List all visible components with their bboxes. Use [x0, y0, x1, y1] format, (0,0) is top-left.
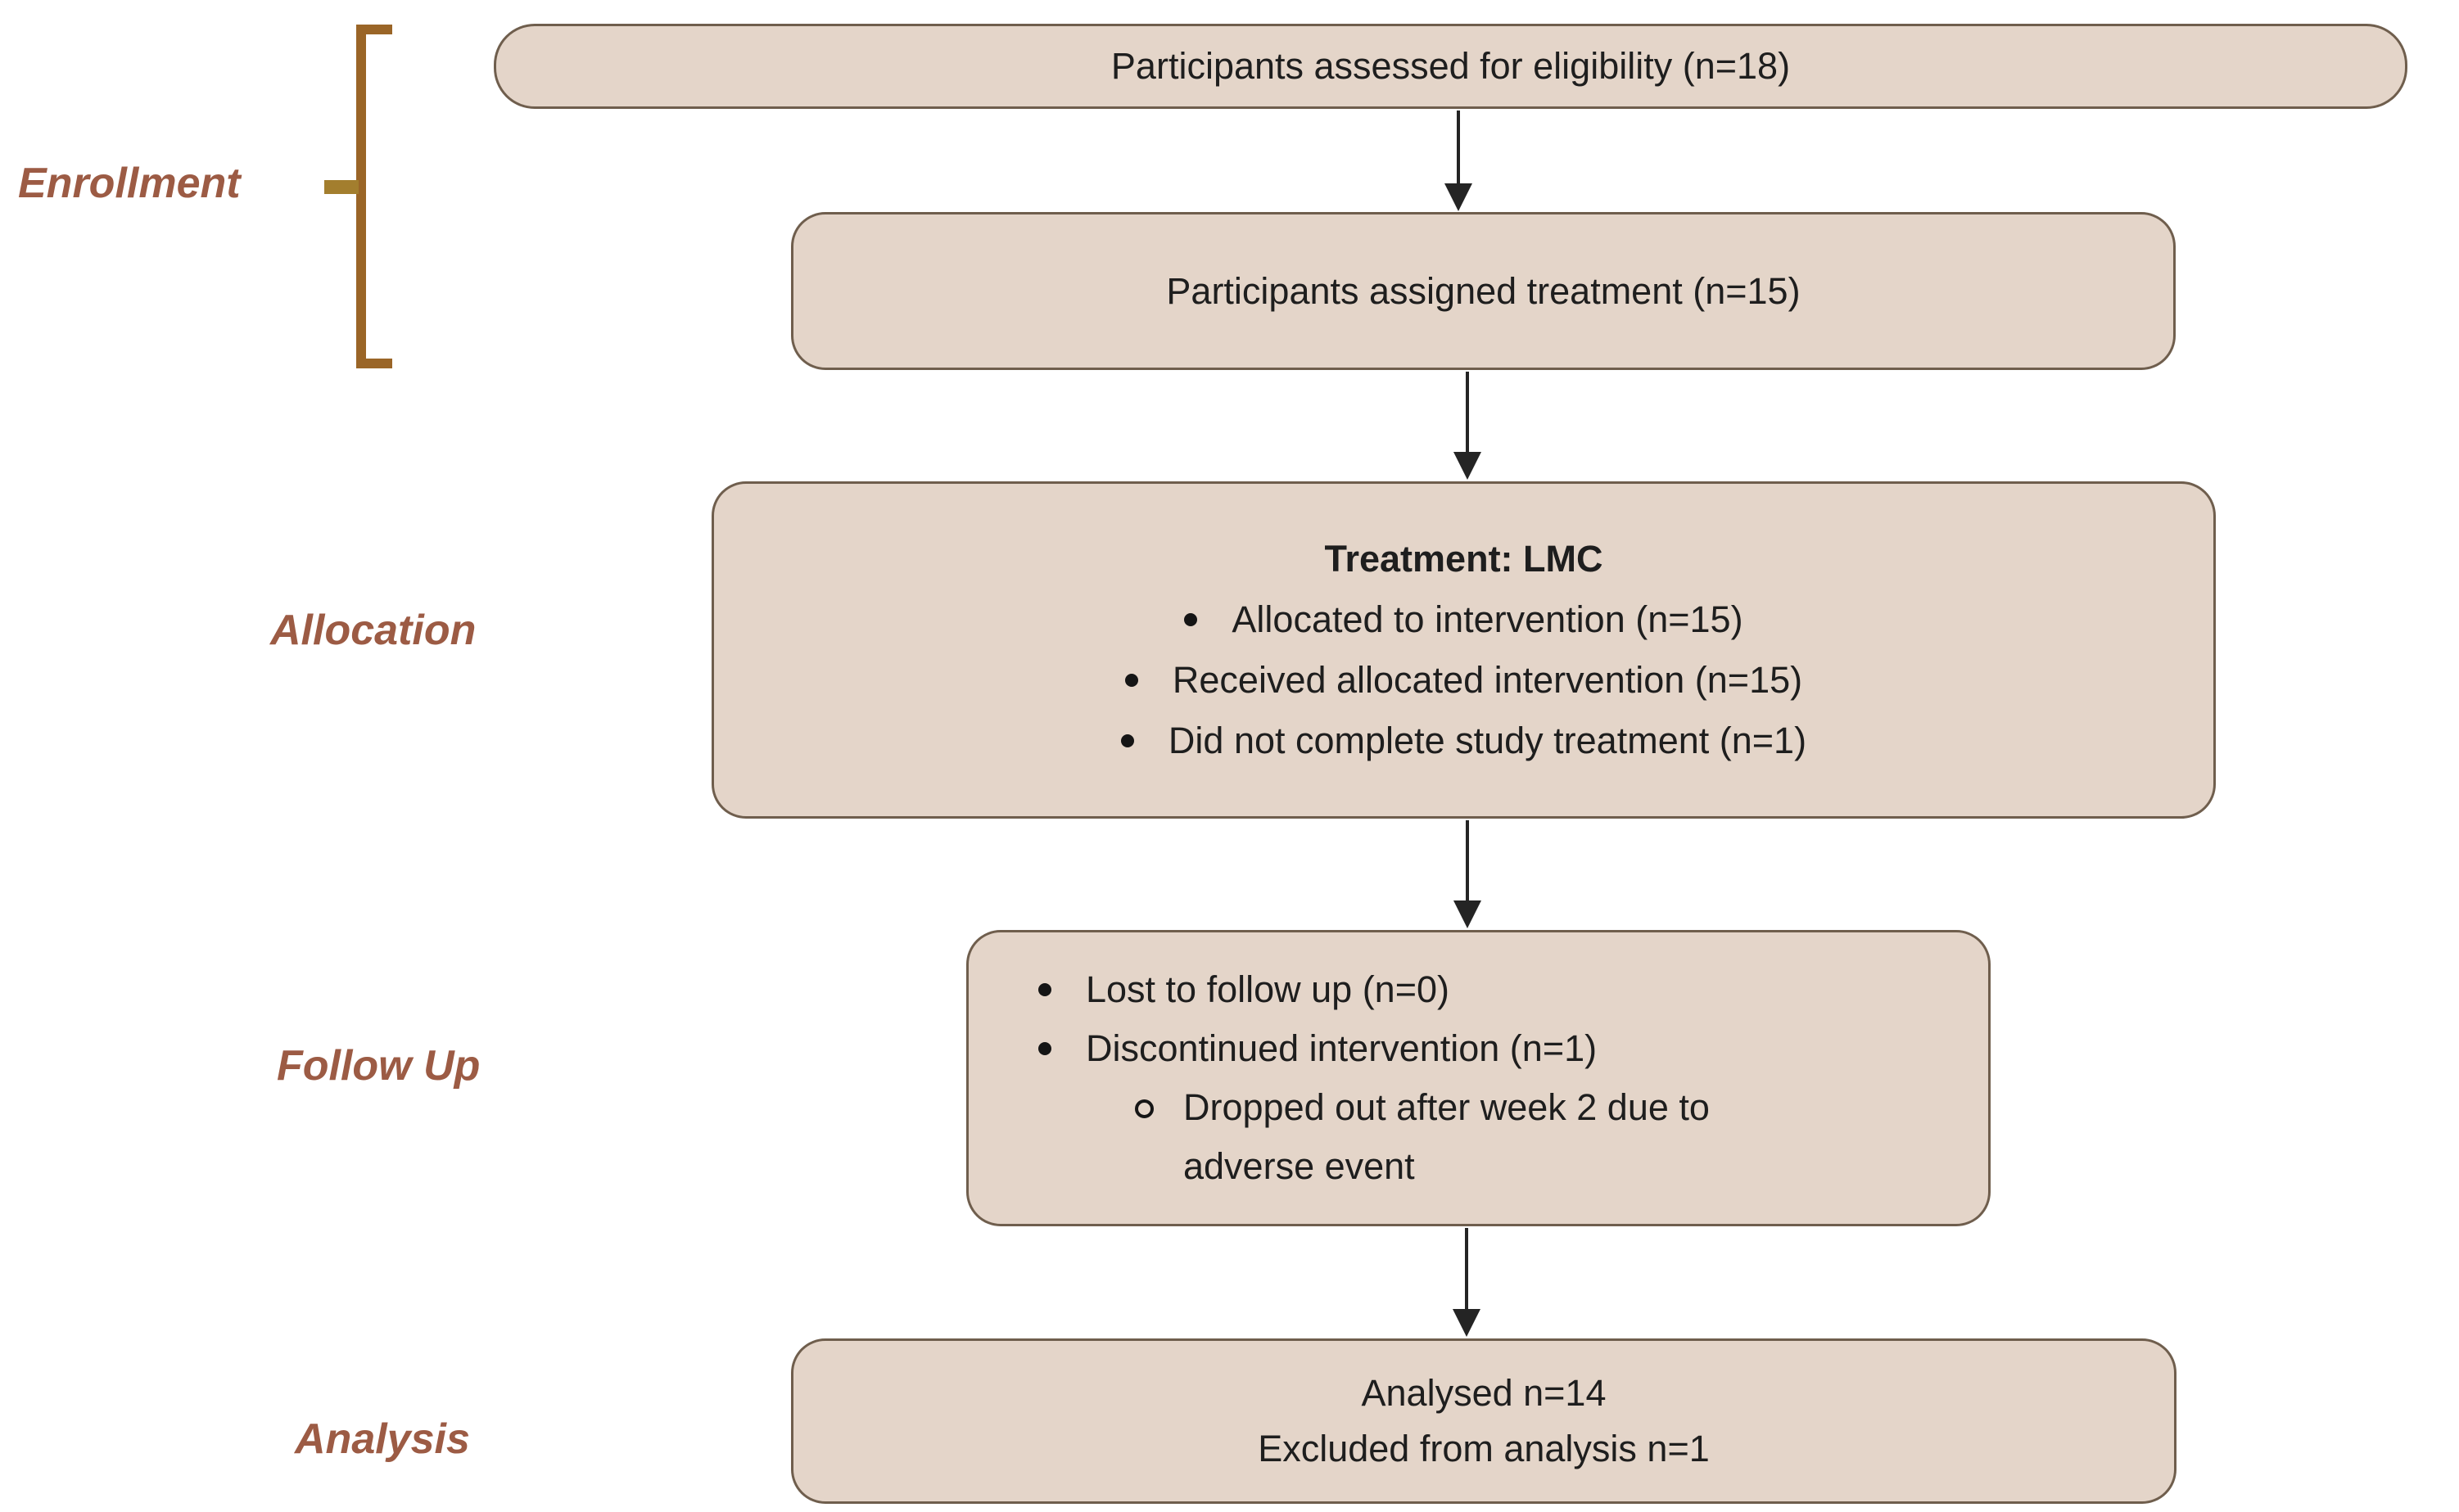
bullet-disc-icon: [1124, 674, 1138, 687]
enrollment-bracket-line: [356, 25, 366, 368]
stage-label-analysis: Analysis: [295, 1415, 470, 1463]
box-eligibility-text: Participants assessed for eligibility (n…: [1110, 45, 1791, 87]
list-item: Did not complete study treatment (n=1): [1120, 711, 1807, 771]
arrow-head-icon: [1453, 900, 1481, 928]
arrow-line: [1466, 820, 1469, 900]
analysis-line-1: Analysed n=14: [1361, 1372, 1607, 1414]
arrow-line: [1465, 1228, 1468, 1309]
list-item-text: Discontinued intervention (n=1): [1086, 1027, 1598, 1069]
enrollment-bracket-tick: [324, 180, 359, 194]
bullet-disc-icon: [1184, 613, 1198, 626]
list-sub-item-text: Dropped out after week 2 due to adverse …: [1183, 1086, 1710, 1187]
list-item: Received allocated intervention (n=15): [1124, 650, 1803, 711]
box-assigned-treatment: Participants assigned treatment (n=15): [791, 212, 2176, 370]
list-item-text: Allocated to intervention (n=15): [1232, 598, 1743, 640]
box-treatment-lmc: Treatment: LMC Allocated to intervention…: [712, 481, 2216, 819]
list-item-text: Did not complete study treatment (n=1): [1168, 720, 1807, 761]
arrow-head-icon: [1453, 452, 1481, 480]
box-assessed-for-eligibility: Participants assessed for eligibility (n…: [494, 24, 2407, 109]
arrow-head-icon: [1453, 1309, 1480, 1337]
arrow-line: [1457, 111, 1460, 183]
analysis-line-2: Excluded from analysis n=1: [1258, 1428, 1710, 1469]
list-item: Allocated to intervention (n=15): [1184, 589, 1743, 650]
bullet-disc-icon: [1038, 1042, 1051, 1055]
stage-label-enrollment: Enrollment: [18, 160, 241, 207]
flow-arrow-2: [1453, 372, 1481, 480]
arrow-head-icon: [1444, 183, 1472, 211]
list-item-text: Received allocated intervention (n=15): [1172, 659, 1803, 701]
list-item-text: Lost to follow up (n=0): [1086, 968, 1450, 1010]
bullet-circle-icon: [1135, 1099, 1154, 1118]
stage-label-allocation: Allocation: [270, 607, 477, 654]
flow-arrow-3: [1453, 820, 1481, 928]
box-follow-up: Lost to follow up (n=0) Discontinued int…: [966, 930, 1991, 1226]
enrollment-bracket-top-cap: [356, 25, 392, 34]
stage-label-follow-up: Follow Up: [277, 1042, 481, 1090]
list-sub-item: Dropped out after week 2 due to adverse …: [1135, 1078, 1830, 1196]
flow-arrow-1: [1444, 111, 1472, 211]
box-assigned-text: Participants assigned treatment (n=15): [1166, 269, 1801, 312]
box-allocation-heading: Treatment: LMC: [1324, 538, 1603, 580]
flow-arrow-4: [1453, 1228, 1480, 1337]
arrow-line: [1466, 372, 1469, 452]
bullet-disc-icon: [1120, 734, 1134, 747]
list-item: Discontinued intervention (n=1): [1038, 1019, 1597, 1078]
box-analysis: Analysed n=14 Excluded from analysis n=1: [791, 1338, 2176, 1504]
enrollment-bracket-bottom-cap: [356, 359, 392, 368]
list-item: Lost to follow up (n=0): [1038, 960, 1449, 1019]
bullet-disc-icon: [1038, 983, 1051, 996]
